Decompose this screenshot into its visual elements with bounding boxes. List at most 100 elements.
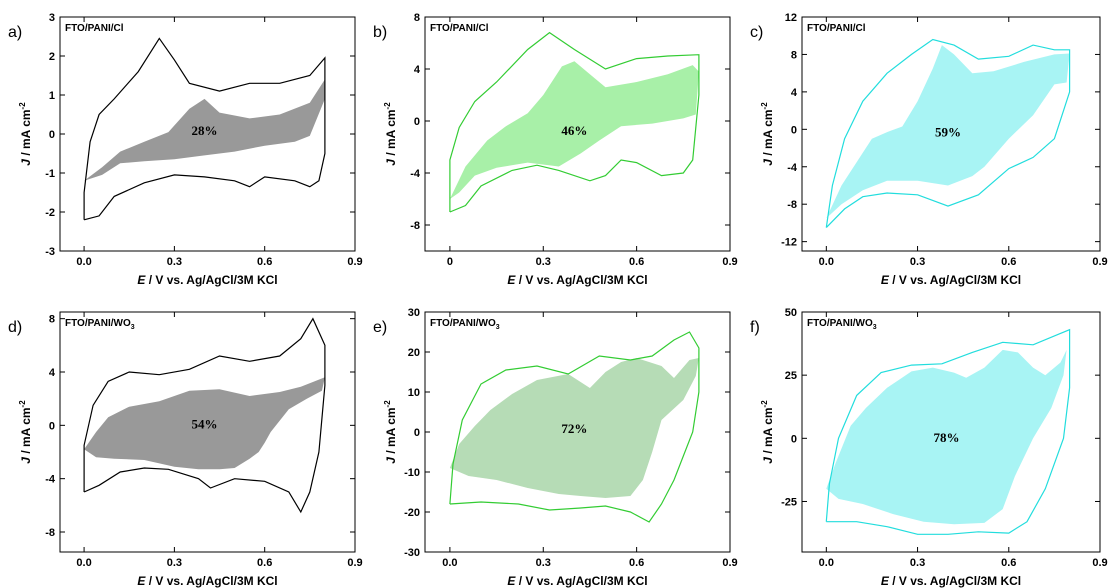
- y-tick-label: 0: [49, 420, 55, 432]
- y-tick-label: 0: [49, 129, 55, 141]
- filled-cv-area: [449, 358, 699, 498]
- chart-panel: 0.0 0.3 0.6 0.9 -25 0 25 50 E / V vs. Ag/AgCl/3M…: [750, 307, 1108, 588]
- efficiency-label: 72%: [561, 421, 587, 436]
- y-tick-label: 1: [49, 90, 55, 102]
- x-tick-label: 0.6: [629, 256, 644, 268]
- x-tick-label: 0.9: [347, 557, 362, 569]
- x-tick-label: 0.3: [167, 256, 182, 268]
- outline-cv-curve: [449, 31, 700, 213]
- x-tick-label: 0.0: [76, 557, 91, 569]
- y-tick-label: -25: [781, 496, 797, 508]
- y-tick-label: 25: [785, 370, 797, 382]
- sample-label: FTO/PANI/WO3: [807, 318, 877, 331]
- outline-cv-curve: [449, 331, 700, 523]
- chart-panel: 0.0 0.3 0.6 0.9 -30 -20 -10 0 10 20 30 E / V vs. Ag…: [373, 307, 738, 588]
- y-tick-label: -10: [404, 467, 420, 479]
- outline-cv-curve: [825, 38, 1071, 229]
- y-tick-label: -12: [781, 237, 797, 249]
- y-tick-label: -8: [45, 527, 55, 539]
- plot-frame: [424, 16, 731, 252]
- x-tick-label: 0.3: [536, 256, 551, 268]
- efficiency-label: 46%: [561, 123, 587, 138]
- x-tick-label: 0.9: [1092, 256, 1107, 268]
- y-axis-label: J / mA cm-2: [760, 102, 775, 166]
- chart-panel: 0.0 0.3 0.6 0.9 -12 -8 -4 0 4 8 12 E / V vs. Ag/AgC…: [750, 12, 1108, 287]
- panel-letter: a): [8, 24, 22, 41]
- sample-label: FTO/PANI/WO3: [430, 318, 500, 331]
- x-axis-label: E / V vs. Ag/AgCl/3M KCl: [881, 273, 1021, 287]
- panel-letter: c): [750, 24, 763, 41]
- y-tick-label: -2: [45, 207, 55, 219]
- y-axis-label: J / mA cm-2: [383, 400, 398, 464]
- y-tick-label: -30: [404, 547, 420, 559]
- y-tick-label: -3: [45, 246, 55, 258]
- y-axis-label: J / mA cm-2: [18, 102, 33, 166]
- x-tick-label: 0.9: [722, 557, 737, 569]
- y-tick-label: 4: [791, 87, 798, 99]
- y-tick-label: 2: [49, 51, 55, 63]
- filled-cv-area: [449, 61, 699, 200]
- y-tick-label: 8: [791, 49, 797, 61]
- x-tick-label: 0.3: [910, 557, 925, 569]
- y-tick-label: -4: [410, 168, 421, 180]
- x-axis-label: E / V vs. Ag/AgCl/3M KCl: [507, 273, 647, 287]
- y-tick-label: 20: [408, 347, 420, 359]
- x-tick-label: 0.0: [819, 557, 834, 569]
- efficiency-label: 78%: [933, 430, 959, 445]
- sample-label: FTO/PANI/Cl: [65, 23, 124, 34]
- y-tick-label: 4: [414, 64, 421, 76]
- chart-panel: 0 0.3 0.6 0.9 -8 -4 0 4 8 E / V vs. Ag/AgCl/3M KC…: [373, 12, 738, 287]
- y-tick-label: 30: [408, 307, 420, 319]
- filled-cv-area: [84, 79, 325, 181]
- y-tick-label: 8: [414, 12, 420, 24]
- x-axis-label: E / V vs. Ag/AgCl/3M KCl: [881, 574, 1021, 588]
- y-tick-label: 10: [408, 387, 420, 399]
- x-tick-label: 0.6: [1001, 256, 1016, 268]
- x-tick-label: 0.3: [536, 557, 551, 569]
- y-tick-label: -4: [787, 162, 798, 174]
- filled-cv-area: [826, 349, 1067, 525]
- x-tick-label: 0.6: [629, 557, 644, 569]
- y-tick-label: 3: [49, 12, 55, 24]
- y-tick-label: -8: [787, 199, 797, 211]
- filled-cv-area: [84, 377, 325, 470]
- x-tick-label: 0.3: [910, 256, 925, 268]
- chart-panel: 0.0 0.3 0.6 0.9 -8 -4 0 4 8 E / V vs. Ag/AgCl/3M …: [8, 311, 363, 588]
- x-tick-label: 0.9: [347, 256, 362, 268]
- y-tick-label: 8: [49, 314, 55, 326]
- sample-label: FTO/PANI/Cl: [807, 23, 866, 34]
- x-tick-label: 0.0: [819, 256, 834, 268]
- panel-letter: e): [373, 319, 387, 336]
- x-tick-label: 0.6: [1001, 557, 1016, 569]
- y-tick-label: -1: [45, 168, 55, 180]
- sample-label: FTO/PANI/Cl: [430, 23, 489, 34]
- panel-letter: f): [750, 319, 760, 336]
- sample-label: FTO/PANI/WO3: [65, 318, 135, 331]
- x-tick-label: 0.9: [1092, 557, 1107, 569]
- y-tick-label: 50: [785, 307, 797, 319]
- y-axis-label: J / mA cm-2: [760, 400, 775, 464]
- efficiency-label: 59%: [935, 125, 961, 140]
- chart-panel: 0.0 0.3 0.6 0.9 -3 -2 -1 0 1 2 3 E / V vs. Ag/AgCl/…: [8, 12, 363, 287]
- x-axis-label: E / V vs. Ag/AgCl/3M KCl: [137, 273, 277, 287]
- panel-letter: b): [373, 24, 387, 41]
- y-axis-label: J / mA cm-2: [18, 400, 33, 464]
- efficiency-label: 28%: [191, 123, 217, 138]
- y-tick-label: -8: [410, 220, 420, 232]
- y-tick-label: 0: [414, 427, 420, 439]
- y-tick-label: 4: [49, 367, 56, 379]
- x-tick-label: 0.0: [76, 256, 91, 268]
- x-tick-label: 0.3: [167, 557, 182, 569]
- y-tick-label: 0: [414, 116, 420, 128]
- x-tick-label: 0.6: [257, 256, 272, 268]
- outline-cv-curve: [83, 37, 326, 221]
- x-tick-label: 0.0: [442, 557, 457, 569]
- x-tick-label: 0: [447, 256, 453, 268]
- x-tick-label: 0.6: [257, 557, 272, 569]
- filled-cv-area: [826, 45, 1070, 219]
- plot-frame: [801, 311, 1101, 553]
- y-axis-label: J / mA cm-2: [383, 102, 398, 166]
- panel-letter: d): [8, 319, 22, 336]
- y-tick-label: 0: [791, 124, 797, 136]
